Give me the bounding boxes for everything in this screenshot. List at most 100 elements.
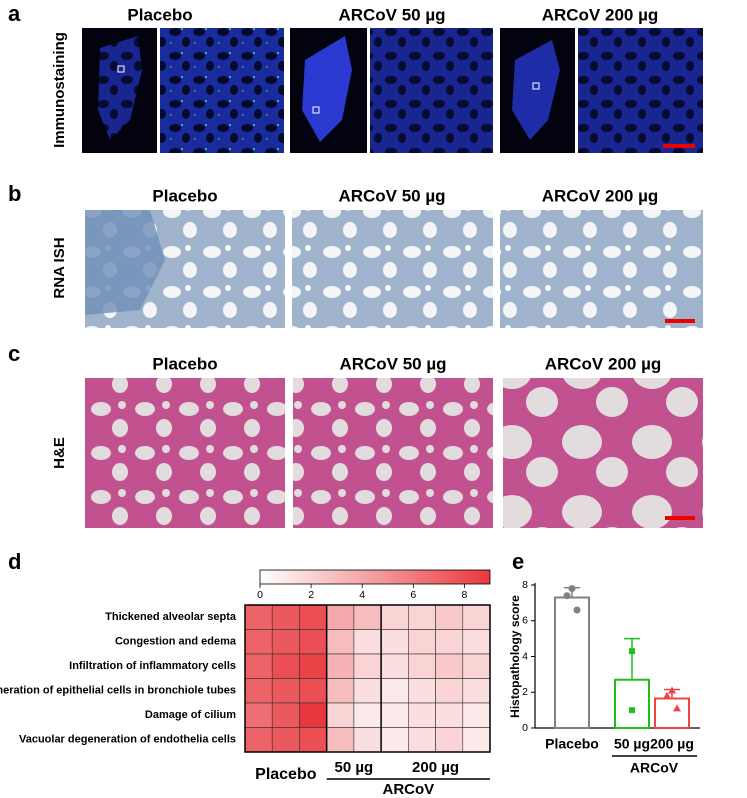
heatmap-cell xyxy=(380,653,409,679)
heatmap-cell xyxy=(462,653,491,679)
heatmap-cell xyxy=(326,604,355,630)
heatmap-cell xyxy=(462,727,491,753)
rna-ish-images xyxy=(85,210,703,328)
colorbar-tick-label: 0 xyxy=(257,589,263,601)
heatmap-cell xyxy=(244,678,273,704)
heatmap-cell xyxy=(244,727,273,753)
heatmap-cell xyxy=(271,629,300,655)
row-label: H&E xyxy=(51,437,68,469)
heatmap-cell xyxy=(380,678,409,704)
heatmap-cell xyxy=(380,727,409,753)
heatmap-cell xyxy=(271,702,300,728)
colorbar-tick-label: 4 xyxy=(359,589,365,601)
lung-section xyxy=(302,36,352,142)
heatmap-cell xyxy=(380,702,409,728)
heatmap-cell xyxy=(326,653,355,679)
heatmap-cell xyxy=(244,629,273,655)
heatmap-cell xyxy=(380,604,409,630)
image xyxy=(292,210,493,328)
row-label: RNA ISH xyxy=(51,237,68,298)
panel-label: e xyxy=(512,549,524,574)
colorbar-tick-label: 6 xyxy=(410,589,416,601)
heatmap-cell xyxy=(353,678,382,704)
row-label: Immunostaining xyxy=(51,32,68,148)
column-title: ARCoV 50 µg xyxy=(339,354,446,373)
data-point xyxy=(629,648,635,655)
data-point xyxy=(668,686,676,694)
heatmap-cell xyxy=(462,604,491,630)
heatmap-cell xyxy=(326,629,355,655)
heatmap-cell xyxy=(299,678,327,704)
heatmap-cell xyxy=(353,702,382,728)
column-title: ARCoV 50 µg xyxy=(338,5,445,24)
heatmap-cell xyxy=(299,727,327,753)
bar xyxy=(614,678,650,729)
x-tick-label: 200 µg xyxy=(650,736,694,752)
zoom-image xyxy=(160,28,284,153)
heatmap-cell xyxy=(435,629,464,655)
row-label: Thickened alveolar septa xyxy=(105,611,237,623)
panel-label: b xyxy=(8,181,21,206)
y-tick-label: 2 xyxy=(522,686,528,698)
image xyxy=(293,378,493,528)
heatmap-cell xyxy=(271,727,300,753)
zoom-image xyxy=(578,28,703,153)
group-label: 200 µg xyxy=(412,759,459,776)
row-label: Congestion and edema xyxy=(115,636,237,648)
column-title: ARCoV 200 µg xyxy=(545,354,662,373)
heatmap-cell xyxy=(408,727,436,753)
column-title: Placebo xyxy=(152,354,217,373)
y-axis-label: Histopathology score xyxy=(508,595,522,718)
heatmap-cell xyxy=(462,629,491,655)
heatmap-cell xyxy=(353,653,382,679)
x-tick-label: Placebo xyxy=(545,736,599,752)
group-label: ARCoV xyxy=(630,760,679,776)
group-label: Placebo xyxy=(255,766,317,783)
heatmap-border xyxy=(244,604,491,753)
heatmap-cell xyxy=(435,678,464,704)
heatmap-cell xyxy=(244,702,273,728)
image xyxy=(500,210,703,328)
row-label: Degeneration of epithelial cells in bron… xyxy=(0,685,236,697)
heatmap-cell xyxy=(299,629,327,655)
colorbar-tick-label: 8 xyxy=(462,589,468,601)
heatmap-cell xyxy=(326,702,355,728)
heatmap-cell xyxy=(408,702,436,728)
heatmap-cell xyxy=(299,604,327,630)
colorbar-tick-label: 2 xyxy=(308,589,314,601)
data-point xyxy=(629,707,635,714)
image xyxy=(85,378,285,528)
heatmap-cell xyxy=(271,678,300,704)
panel-label: c xyxy=(8,341,20,366)
y-tick-label: 6 xyxy=(522,615,528,627)
column-title: Placebo xyxy=(152,186,217,205)
colorbar xyxy=(259,569,491,585)
heatmap-cell xyxy=(408,653,436,679)
column-title: ARCoV 200 µg xyxy=(542,186,659,205)
row-label: Infiltration of inflammatory cells xyxy=(69,660,236,672)
heatmap-cell xyxy=(299,702,327,728)
bar xyxy=(554,596,590,730)
data-point xyxy=(673,704,681,712)
heatmap-cell xyxy=(435,702,464,728)
heatmap-cell xyxy=(326,678,355,704)
heatmap-cell xyxy=(353,629,382,655)
heatmap-cell xyxy=(408,604,436,630)
group-label: ARCoV xyxy=(382,781,434,798)
x-tick-label: 50 µg xyxy=(614,736,650,752)
immunostaining-images xyxy=(82,28,703,153)
heatmap-cell xyxy=(435,727,464,753)
data-point xyxy=(568,585,576,593)
heatmap-cell xyxy=(462,702,491,728)
data-point xyxy=(663,691,671,699)
bar xyxy=(654,697,690,729)
heatmap-cell xyxy=(408,678,436,704)
heatmap-cell xyxy=(244,604,273,630)
data-point xyxy=(563,592,571,600)
heatmap-cell xyxy=(435,604,464,630)
image xyxy=(503,378,703,528)
row-label: Damage of cilium xyxy=(145,709,236,721)
heatmap-cell xyxy=(353,604,382,630)
heatmap-cell xyxy=(299,653,327,679)
